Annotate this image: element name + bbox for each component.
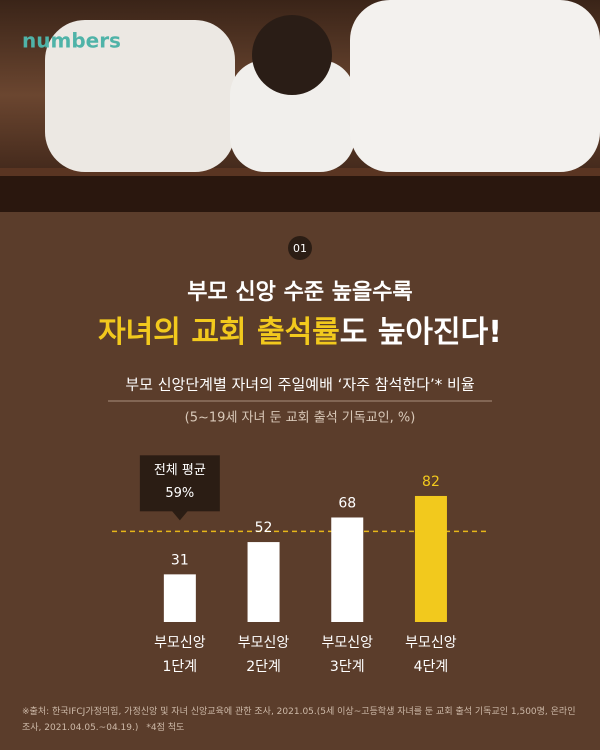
value-label: 82 <box>422 474 440 490</box>
callout-box <box>139 455 220 512</box>
chart-title: 자녀의 교회 출석률도 높아진다! <box>98 315 502 350</box>
x-tick-label: 부모신앙 4단계 <box>405 635 457 675</box>
bar <box>247 542 280 622</box>
x-tick-label: 부모신앙 1단계 <box>154 635 206 675</box>
source: ※출처: 한국IFCJ가정의힘, 가정신앙 및 자녀 신앙교육에 관한 조사, … <box>22 707 576 733</box>
chart: numbers 01 부모 신앙 수준 높을수록 자녀의 교회 출석률도 높아진… <box>0 0 600 675</box>
note: *4점 척도 <box>146 723 185 733</box>
badge: 01 <box>293 242 307 255</box>
footnote: ※출처: 한국IFCJ가정의힘, 가정신앙 및 자녀 신앙교육에 관한 조사, … <box>22 704 582 736</box>
bar <box>163 574 196 622</box>
caption: (5~19세 자녀 둔 교회 출석 기독교인, %) <box>185 411 416 426</box>
subtitle: 부모 신앙단계별 자녀의 주일예배 ‘자주 참석한다’* 비율 <box>125 376 474 394</box>
x-tick-label: 부모신앙 2단계 <box>238 635 290 675</box>
value-label: 31 <box>171 552 189 568</box>
value-label: 52 <box>255 520 273 536</box>
headline: 부모 신앙 수준 높을수록 <box>187 280 412 305</box>
bar <box>414 495 447 622</box>
bar <box>331 517 364 622</box>
brand-logo: numbers <box>22 29 121 53</box>
callout-value: 59% <box>165 486 194 501</box>
person <box>45 20 235 172</box>
person <box>230 60 355 172</box>
title-rest: 도 높아진다! <box>340 315 502 350</box>
callout-pointer <box>171 510 188 521</box>
value-label: 68 <box>338 495 356 511</box>
person <box>350 0 600 172</box>
callout-label: 전체 평균 <box>154 463 206 478</box>
pew <box>0 172 600 212</box>
title-highlight: 자녀의 교회 출석률 <box>98 315 340 350</box>
badge-circle <box>288 236 312 260</box>
head <box>252 15 332 95</box>
x-tick-label: 부모신앙 3단계 <box>321 635 373 675</box>
